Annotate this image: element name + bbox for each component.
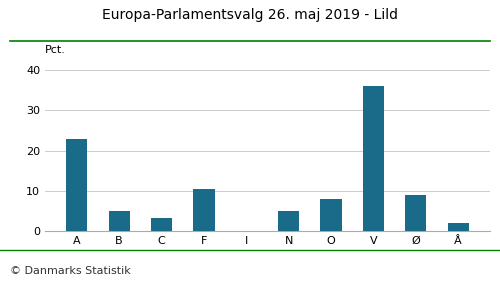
Bar: [405, 195, 426, 231]
Bar: [320, 199, 342, 231]
Text: © Danmarks Statistik: © Danmarks Statistik: [10, 266, 131, 276]
Text: Pct.: Pct.: [45, 45, 66, 55]
Bar: [66, 138, 88, 231]
Text: Europa-Parlamentsvalg 26. maj 2019 - Lild: Europa-Parlamentsvalg 26. maj 2019 - Lil…: [102, 8, 398, 23]
Bar: [363, 86, 384, 231]
Bar: [448, 223, 469, 231]
Bar: [194, 189, 214, 231]
Bar: [151, 218, 172, 231]
Bar: [108, 211, 130, 231]
Bar: [278, 211, 299, 231]
